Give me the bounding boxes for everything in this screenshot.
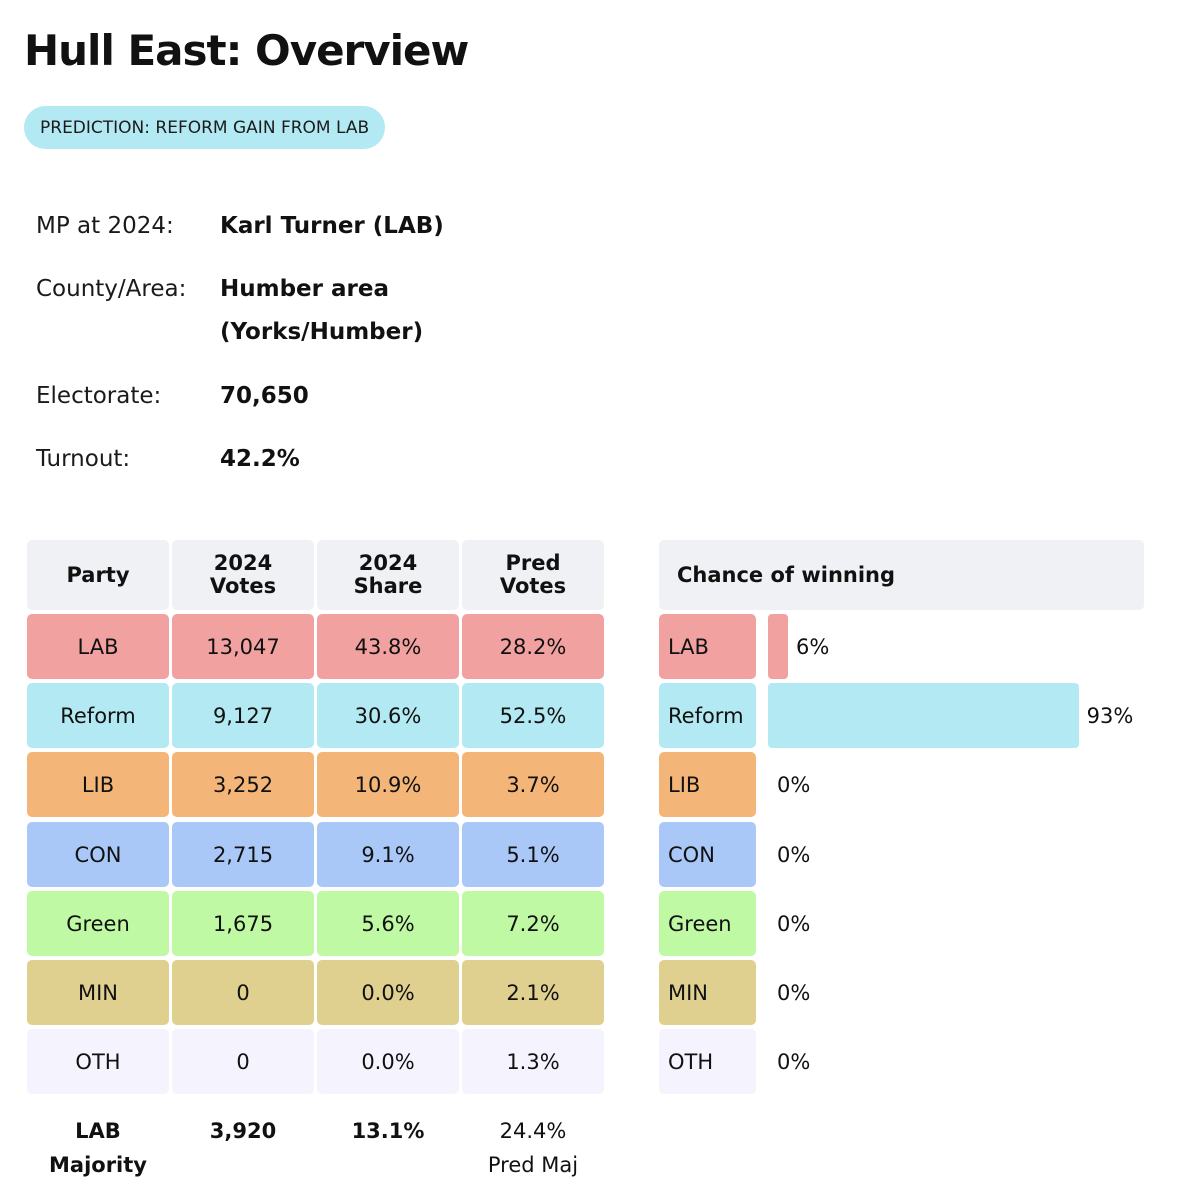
row-lab-party: LAB bbox=[27, 614, 169, 679]
row-lib-party: LIB bbox=[27, 752, 169, 817]
header-2024-votes-line1: 2024 bbox=[213, 551, 273, 575]
row-oth-pred: 1.3% bbox=[462, 1029, 604, 1094]
row-oth-votes: 0 bbox=[172, 1029, 314, 1094]
row-min-share: 0.0% bbox=[317, 960, 459, 1025]
chance-bar-lab bbox=[768, 614, 789, 679]
electorate-value: 70,650 bbox=[220, 383, 309, 409]
county-value-line1: Humber area bbox=[220, 276, 389, 302]
header-pred-votes-line2: Votes bbox=[499, 574, 567, 598]
chance-pct-min: 0% bbox=[777, 981, 811, 1005]
header-party: Party bbox=[27, 540, 169, 610]
row-min-pred: 2.1% bbox=[462, 960, 604, 1025]
majority-label: Majority bbox=[49, 1153, 147, 1177]
chance-pct-lab: 6% bbox=[796, 635, 830, 659]
row-lab-pred: 28.2% bbox=[462, 614, 604, 679]
chance-pct-con: 0% bbox=[777, 843, 811, 867]
mp-label: MP at 2024: bbox=[36, 213, 174, 239]
row-reform-party: Reform bbox=[27, 683, 169, 748]
row-min-votes: 0 bbox=[172, 960, 314, 1025]
prediction-badge: PREDICTION: REFORM GAIN FROM LAB bbox=[24, 106, 386, 149]
chance-bar-reform bbox=[768, 683, 1079, 748]
header-pred-votes-line1: Pred bbox=[505, 551, 561, 575]
header-2024-votes-line2: Votes bbox=[209, 574, 277, 598]
chance-label-lib: LIB bbox=[659, 752, 756, 817]
county-label: County/Area: bbox=[36, 276, 187, 302]
header-2024-votes: 2024 Votes bbox=[172, 540, 314, 610]
pred-majority-value: 24.4% bbox=[499, 1119, 567, 1143]
row-lab-share: 43.8% bbox=[317, 614, 459, 679]
chance-label-min: MIN bbox=[659, 960, 756, 1025]
header-pred-votes: Pred Votes bbox=[462, 540, 604, 610]
mp-value: Karl Turner (LAB) bbox=[220, 213, 444, 239]
chance-label-lab: LAB bbox=[659, 614, 756, 679]
row-oth-share: 0.0% bbox=[317, 1029, 459, 1094]
header-2024-share-line2: Share bbox=[353, 574, 423, 598]
header-2024-share-line1: 2024 bbox=[358, 551, 418, 575]
row-lib-share: 10.9% bbox=[317, 752, 459, 817]
header-2024-share: 2024 Share bbox=[317, 540, 459, 610]
row-reform-votes: 9,127 bbox=[172, 683, 314, 748]
row-con-pred: 5.1% bbox=[462, 822, 604, 887]
row-oth-party: OTH bbox=[27, 1029, 169, 1094]
pred-majority-label: Pred Maj bbox=[487, 1153, 579, 1177]
row-lib-votes: 3,252 bbox=[172, 752, 314, 817]
chance-label-green: Green bbox=[659, 891, 756, 956]
row-reform-share: 30.6% bbox=[317, 683, 459, 748]
page-title: Hull East: Overview bbox=[24, 26, 469, 75]
turnout-label: Turnout: bbox=[36, 446, 131, 472]
electorate-label: Electorate: bbox=[36, 383, 162, 409]
chance-pct-green: 0% bbox=[777, 912, 811, 936]
turnout-value: 42.2% bbox=[220, 446, 300, 472]
row-lab-votes: 13,047 bbox=[172, 614, 314, 679]
row-con-votes: 2,715 bbox=[172, 822, 314, 887]
row-con-party: CON bbox=[27, 822, 169, 887]
majority-party: LAB bbox=[75, 1119, 121, 1143]
chance-pct-reform: 93% bbox=[1086, 704, 1134, 728]
row-green-share: 5.6% bbox=[317, 891, 459, 956]
chance-header: Chance of winning bbox=[659, 540, 1144, 610]
row-con-share: 9.1% bbox=[317, 822, 459, 887]
chance-pct-lib: 0% bbox=[777, 773, 811, 797]
row-lib-pred: 3.7% bbox=[462, 752, 604, 817]
county-value-line2: (Yorks/Humber) bbox=[220, 319, 424, 345]
row-green-pred: 7.2% bbox=[462, 891, 604, 956]
row-min-party: MIN bbox=[27, 960, 169, 1025]
row-green-votes: 1,675 bbox=[172, 891, 314, 956]
majority-share: 13.1% bbox=[351, 1119, 425, 1143]
row-reform-pred: 52.5% bbox=[462, 683, 604, 748]
majority-votes: 3,920 bbox=[209, 1119, 277, 1143]
chance-pct-oth: 0% bbox=[777, 1050, 811, 1074]
chance-label-con: CON bbox=[659, 822, 756, 887]
row-green-party: Green bbox=[27, 891, 169, 956]
chance-label-oth: OTH bbox=[659, 1029, 756, 1094]
chance-label-reform: Reform bbox=[659, 683, 756, 748]
